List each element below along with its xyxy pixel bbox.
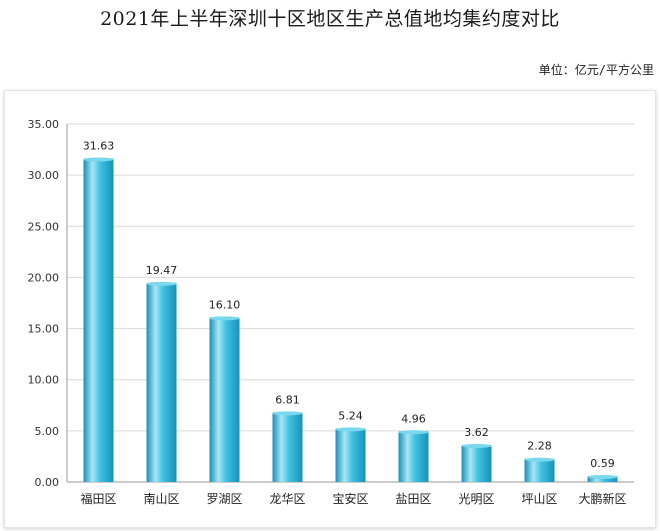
chart-title: 2021年上半年深圳十区地区生产总值地均集约度对比 xyxy=(100,8,560,30)
y-tick-label: 0.00 xyxy=(35,476,60,489)
bar-cap xyxy=(524,457,555,462)
data-label: 19.47 xyxy=(146,264,178,277)
data-labels: 31.63 19.47 16.10 6.81 5.24 4.96 3.62 2.28 0.59 xyxy=(83,139,615,469)
y-axis-ticks: 0.00 5.00 10.00 15.00 20.00 25.00 30.00 35.00 xyxy=(28,118,60,489)
bar xyxy=(146,282,177,482)
unit-label: 单位：亿元/平方公里 xyxy=(538,63,654,77)
bar xyxy=(83,158,114,483)
y-tick-label: 20.00 xyxy=(28,271,60,284)
data-label: 6.81 xyxy=(275,393,300,406)
bar-cap xyxy=(335,427,366,432)
bar-cap xyxy=(146,281,177,286)
x-tick-label: 坪山区 xyxy=(521,492,557,506)
data-label: 31.63 xyxy=(83,139,115,152)
data-label: 2.28 xyxy=(527,440,552,453)
y-tick-label: 10.00 xyxy=(28,374,60,387)
x-tick-label: 盐田区 xyxy=(395,492,431,506)
data-label: 0.59 xyxy=(590,457,615,470)
x-tick-label: 宝安区 xyxy=(332,491,368,506)
data-label: 3.62 xyxy=(464,426,489,439)
bar-cap xyxy=(272,411,303,416)
x-tick-label: 罗湖区 xyxy=(206,491,242,506)
y-tick-label: 5.00 xyxy=(35,425,60,438)
bar-cap xyxy=(461,443,492,448)
data-label: 5.24 xyxy=(338,409,363,422)
x-axis-ticks: 福田区 南山区 罗湖区 龙华区 宝安区 盐田区 光明区 坪山区 大鹏新区 xyxy=(80,491,626,506)
bar xyxy=(272,412,303,482)
y-tick-label: 30.00 xyxy=(28,169,60,182)
x-tick-label: 南山区 xyxy=(143,491,179,506)
y-tick-label: 35.00 xyxy=(28,118,60,131)
x-tick-label: 光明区 xyxy=(458,492,494,506)
bar xyxy=(461,444,492,482)
bar xyxy=(398,431,429,482)
bars xyxy=(83,157,618,483)
x-tick-label: 龙华区 xyxy=(269,492,305,506)
bar-cap xyxy=(587,474,618,479)
data-label: 16.10 xyxy=(209,298,241,311)
bar-cap xyxy=(209,316,240,321)
x-tick-label: 大鹏新区 xyxy=(578,491,626,506)
bar xyxy=(335,428,366,482)
bar-cap xyxy=(83,157,114,162)
bar-cap xyxy=(398,430,429,435)
x-tick-label: 福田区 xyxy=(80,491,116,506)
y-tick-label: 25.00 xyxy=(28,220,60,233)
y-tick-label: 15.00 xyxy=(28,323,60,336)
bar xyxy=(524,458,555,482)
bar xyxy=(209,317,240,482)
data-label: 4.96 xyxy=(401,412,426,425)
